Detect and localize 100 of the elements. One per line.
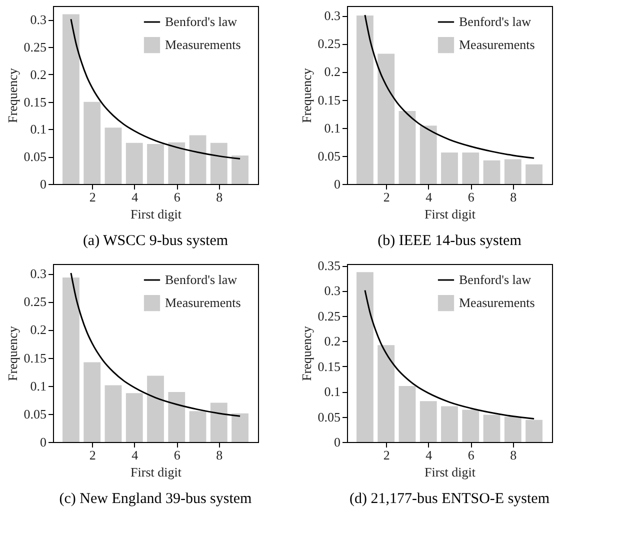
bar xyxy=(210,142,228,184)
x-tick-label: 6 xyxy=(174,448,181,462)
legend-label: Measurements xyxy=(459,295,535,310)
legend-label: Benford's law xyxy=(459,14,532,29)
x-tick-label: 4 xyxy=(132,190,139,204)
x-tick-label: 8 xyxy=(510,190,517,204)
y-axis-title: Frequency xyxy=(298,68,314,123)
bar xyxy=(62,14,80,184)
line-series xyxy=(70,272,241,417)
bar xyxy=(168,392,186,442)
bar xyxy=(504,159,522,184)
bar xyxy=(378,54,395,184)
line-series xyxy=(364,289,535,420)
line-series xyxy=(70,18,241,160)
y-tick-label: 0.05 xyxy=(318,148,340,164)
y-tick-label: 0.1 xyxy=(30,122,46,137)
y-tick-label: 0.1 xyxy=(324,120,340,136)
x-tick-label: 2 xyxy=(89,190,96,204)
bar xyxy=(189,411,206,442)
y-tick-label: 0.15 xyxy=(318,358,340,374)
x-tick-label: 8 xyxy=(216,190,223,204)
bar xyxy=(147,144,164,184)
y-tick-label: 0.3 xyxy=(324,8,340,24)
y-tick-label: 0.3 xyxy=(30,12,46,28)
legend-label: Measurements xyxy=(165,295,241,310)
y-tick-label: 0 xyxy=(40,176,46,192)
x-axis-title: First digit xyxy=(424,464,476,480)
y-tick-label: 0.2 xyxy=(324,334,340,349)
bar xyxy=(126,393,143,442)
bar xyxy=(483,414,500,442)
bar xyxy=(168,142,186,184)
y-tick-label: 0.05 xyxy=(318,409,340,424)
y-tick-label: 0.2 xyxy=(324,64,340,80)
y-tick-label: 0.3 xyxy=(30,266,46,282)
legend-label: Measurements xyxy=(459,37,535,52)
x-axis-title: First digit xyxy=(130,206,182,222)
y-tick-label: 0.15 xyxy=(24,350,46,366)
y-tick-label: 0 xyxy=(334,434,340,450)
legend-label: Benford's law xyxy=(165,14,238,29)
y-tick-label: 0.2 xyxy=(30,322,46,338)
y-axis-title: Frequency xyxy=(4,68,20,123)
bar xyxy=(462,410,480,442)
x-tick-label: 2 xyxy=(383,448,390,462)
bar xyxy=(526,420,542,442)
y-tick-label: 0.1 xyxy=(324,384,340,400)
bar xyxy=(62,277,80,442)
bar xyxy=(147,376,164,442)
text: (d) 21,177-bus ENTSO-E system xyxy=(350,491,550,507)
text: (c) New England 39-bus system xyxy=(59,491,252,507)
x-tick-label: 4 xyxy=(426,448,433,462)
y-tick-label: 0.25 xyxy=(318,36,340,52)
bar xyxy=(356,272,374,442)
y-tick-label: 0 xyxy=(40,434,46,450)
x-tick-label: 6 xyxy=(174,190,181,204)
legend-label: Benford's law xyxy=(165,272,238,287)
bar xyxy=(210,402,228,442)
bar xyxy=(483,160,500,184)
y-tick-label: 0.15 xyxy=(318,92,340,108)
x-tick-label: 8 xyxy=(216,448,223,462)
text: (b) IEEE 14-bus system xyxy=(378,233,522,249)
x-tick-label: 2 xyxy=(89,448,96,462)
x-tick-label: 6 xyxy=(468,448,475,462)
bar xyxy=(398,111,416,184)
bar xyxy=(232,156,248,184)
x-tick-label: 8 xyxy=(510,448,517,462)
y-axis-title: Frequency xyxy=(298,326,314,381)
bar xyxy=(104,128,122,184)
y-tick-label: 0.15 xyxy=(24,94,46,110)
bar xyxy=(398,386,416,442)
bar xyxy=(441,406,458,442)
bar xyxy=(356,16,374,184)
bar xyxy=(232,413,248,442)
line-series xyxy=(364,14,535,159)
bar xyxy=(84,102,101,184)
y-tick-label: 0.35 xyxy=(318,258,340,274)
y-tick-label: 0.3 xyxy=(324,283,340,298)
bar xyxy=(189,135,206,184)
text: (a) WSCC 9-bus system xyxy=(82,233,228,249)
bar xyxy=(104,385,122,442)
y-tick-label: 0.05 xyxy=(24,406,46,422)
y-tick-label: 0 xyxy=(334,176,340,192)
bar xyxy=(526,164,542,184)
bar xyxy=(420,401,437,442)
bar xyxy=(462,152,480,184)
bar xyxy=(420,126,437,184)
y-tick-label: 0.2 xyxy=(30,66,46,82)
y-tick-label: 0.1 xyxy=(30,378,46,394)
x-tick-label: 4 xyxy=(132,448,139,462)
y-axis-title: Frequency xyxy=(4,326,20,381)
bar xyxy=(441,152,458,184)
y-tick-label: 0.25 xyxy=(318,308,340,324)
y-tick-label: 0.25 xyxy=(24,294,46,310)
x-axis-title: First digit xyxy=(130,464,182,480)
y-tick-label: 0.25 xyxy=(24,40,46,55)
legend-label: Measurements xyxy=(165,37,241,52)
y-tick-label: 0.05 xyxy=(24,149,46,164)
x-tick-label: 4 xyxy=(426,190,433,204)
bar xyxy=(126,142,143,184)
x-tick-label: 6 xyxy=(468,190,475,204)
bar xyxy=(504,416,522,442)
